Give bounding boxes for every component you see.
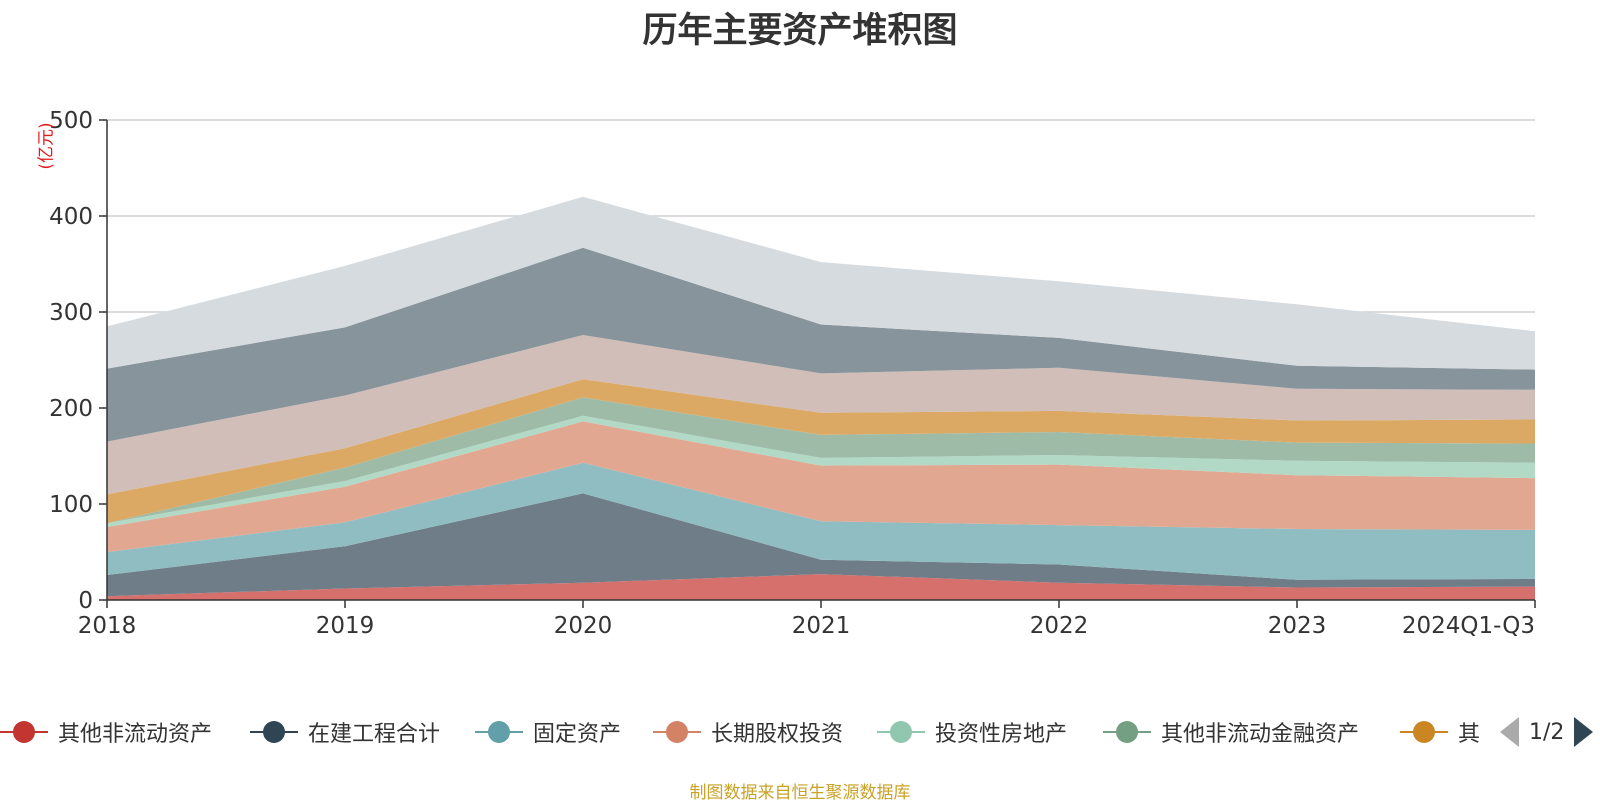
area-series-4 [107,421,1535,552]
legend-item[interactable]: 投资性房地产 [877,712,1067,752]
y-tick-label: 100 [49,492,93,518]
area-series-10 [107,196,1535,370]
area-series-9 [107,247,1535,442]
area-series-8 [107,335,1535,495]
legend-item[interactable]: 其他非流动资产 [0,712,212,752]
legend-marker-icon [0,712,48,752]
legend-item[interactable]: 在建工程合计 [250,712,440,752]
legend-label: 其他非流动资产 [58,722,213,747]
y-tick-label: 0 [78,588,93,614]
legend-label: 其 [1458,722,1481,747]
source-note: 制图数据来自恒生聚源数据库 [689,783,911,803]
legend-label: 在建工程合计 [308,722,441,747]
legend-label: 长期股权投资 [711,722,844,747]
y-axis-unit-label: (亿元) [36,122,57,170]
area-series-3 [107,462,1535,580]
legend-label: 投资性房地产 [935,722,1068,747]
area-series-2 [107,493,1535,597]
legend-page-count: 1/2 [1529,719,1565,745]
chart-title: 历年主要资产堆积图 [642,11,958,51]
legend-marker-icon [1400,712,1448,752]
area-series-7 [107,379,1535,524]
y-tick-label: 200 [49,396,93,422]
x-tick-label: 2020 [554,613,613,639]
area-series-5 [107,415,1535,527]
legend-item[interactable]: 固定资产 [475,712,621,752]
legend-label: 其他非流动金融资产 [1161,722,1360,747]
legend-prev-page-icon[interactable] [1500,717,1519,747]
legend-marker-icon [250,712,298,752]
y-tick-label: 500 [49,108,93,134]
legend-marker-icon [877,712,925,752]
legend-item[interactable]: 长期股权投资 [653,712,843,752]
legend-marker-icon [1103,712,1151,752]
legend-next-page-icon[interactable] [1574,717,1594,747]
y-tick-label: 400 [49,204,93,230]
legend-item[interactable]: 其 [1400,712,1480,752]
legend-pager: 1/2 [1500,712,1594,752]
x-tick-label: 2018 [78,613,137,639]
area-series-6 [107,397,1535,524]
x-tick-label: 2024Q1-Q3 [1402,613,1535,639]
stacked-area-chart: 0 100 200 300 400 500 2018 2019 2020 2021 2022 2023… [49,108,1536,639]
chart-legend: 其他非流动资产 在建工程合计 固定资产 长期股权投资 投资性房地产 其他非流动金融资产 其 [0,712,1485,752]
area-series-1 [107,574,1535,600]
x-tick-label: 2022 [1030,613,1089,639]
y-tick-label: 300 [49,300,93,326]
x-tick-label: 2019 [316,613,375,639]
legend-label: 固定资产 [533,722,622,747]
legend-marker-icon [653,712,701,752]
legend-marker-icon [475,712,523,752]
x-tick-label: 2021 [792,613,851,639]
x-tick-label: 2023 [1268,613,1327,639]
legend-item[interactable]: 其他非流动金融资产 [1103,712,1359,752]
